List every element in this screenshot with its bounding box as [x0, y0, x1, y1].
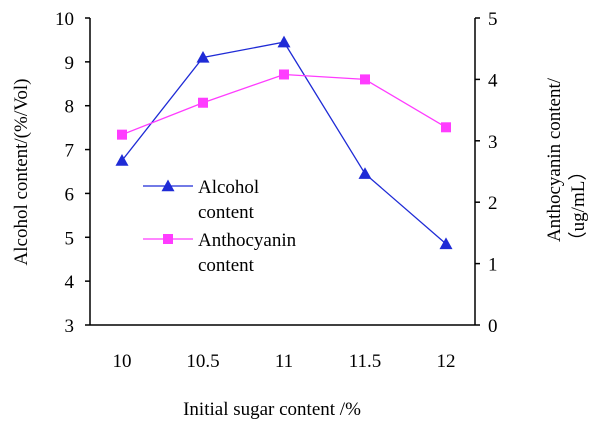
y2-axis-title-line2: （ug/mL）	[567, 162, 589, 251]
y2-tick-label: 1	[488, 255, 498, 276]
legend-swatch-marker	[161, 179, 175, 192]
legend-swatch-marker	[163, 234, 173, 244]
data-point	[439, 237, 453, 250]
y-tick-label: 9	[65, 53, 75, 74]
series-1	[117, 69, 451, 140]
legend: Alcohol content Anthocyanin content	[143, 177, 297, 276]
data-point	[360, 74, 370, 85]
y2-tick-label: 0	[488, 316, 498, 337]
y-tick-label: 3	[65, 316, 75, 337]
series-0	[115, 35, 453, 250]
data-point	[358, 167, 372, 179]
series-layer	[115, 35, 453, 250]
legend-label: content	[198, 255, 255, 276]
x-axis-title: Initial sugar content /%	[183, 399, 361, 420]
y2-tick-label: 2	[488, 193, 498, 214]
y2-tick-label: 5	[488, 9, 498, 30]
data-point	[117, 129, 127, 140]
y-axis-title: Alcohol content/(%/Vol)	[11, 79, 32, 266]
y2-tick-label: 3	[488, 132, 498, 153]
series-line	[121, 73, 447, 136]
data-point	[279, 69, 289, 80]
y-tick-label: 6	[65, 184, 75, 205]
legend-label: Alcohol	[198, 177, 259, 198]
y2-tick-label: 4	[488, 70, 498, 91]
data-point	[441, 122, 451, 133]
x-tick-label: 12	[437, 351, 456, 372]
data-point	[277, 35, 291, 48]
legend-label: Anthocyanin	[198, 230, 297, 251]
data-point	[198, 97, 208, 108]
y-tick-label: 10	[55, 9, 74, 30]
y2-axis-title-line1: Anthocyanin content/	[544, 77, 565, 242]
y-tick-label: 5	[65, 228, 75, 249]
x-tick-label: 11.5	[349, 351, 382, 372]
x-tick-label: 10	[113, 351, 132, 372]
legend-item: Alcohol content	[143, 177, 259, 223]
y-tick-label: 8	[65, 97, 75, 118]
x-tick-label: 11	[275, 351, 293, 372]
data-point	[115, 154, 129, 166]
legend-item: Anthocyanin content	[143, 230, 297, 276]
y-tick-label: 4	[65, 272, 75, 293]
y-tick-label: 7	[65, 141, 75, 162]
data-point	[196, 50, 210, 63]
x-tick-label: 10.5	[186, 351, 219, 372]
legend-label: content	[198, 202, 255, 223]
